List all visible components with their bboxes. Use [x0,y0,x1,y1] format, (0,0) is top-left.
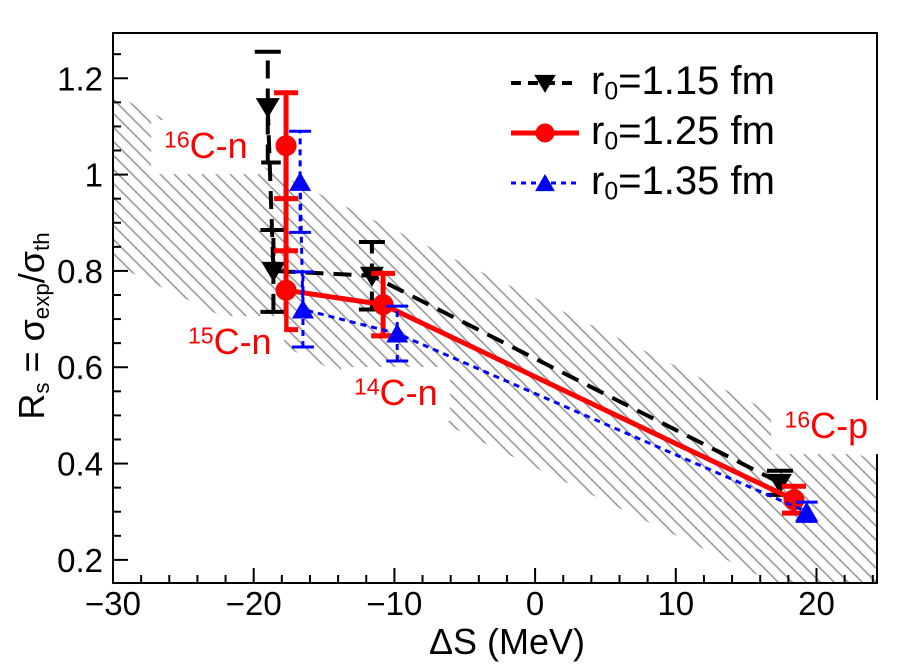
x-axis: −30 −20 −10 0 10 20 [85,568,874,622]
x-tick-label: 10 [657,585,694,622]
data-point-marker [795,501,818,521]
data-point-marker [534,74,556,93]
label-14C-n: 14C-n [340,366,451,421]
x-tick-label: −20 [226,585,282,622]
y-tick-label: 0.4 [57,446,103,483]
label-16C-p: 16C-p [771,400,882,454]
data-point-marker [535,174,555,192]
x-tick-label: 0 [526,585,544,622]
y-tick-label: 1.2 [57,60,103,97]
data-point-marker [386,323,409,343]
x-tick-label: 20 [798,585,835,622]
x-tick-label: −10 [366,585,422,622]
legend-marker--1.35-fm [511,174,579,192]
series-line [298,181,808,514]
y-tick-label: 0.6 [57,349,103,386]
y-tick-label: 0.8 [57,253,103,290]
y-tick-label: 0.2 [57,542,103,579]
label-15C-n: 15C-n [174,316,285,371]
data-point-marker [767,473,792,494]
series-line [283,145,796,502]
legend-marker--1.15-fm [511,74,579,93]
label-16C-n: 16C-n [151,120,261,175]
data-point-marker [783,489,805,511]
plot-frame [112,32,878,584]
legend-entry-r0-1.35: r0=1.35 fm [591,158,775,206]
data-point-marker [291,299,314,319]
data-point-marker [535,123,555,143]
data-point-marker [261,261,286,282]
y-axis: 0.2 0.4 0.6 0.8 1 1.2 [57,53,128,579]
legend-marker--1.25-fm [511,123,579,143]
series-r0-1.35-fm [289,129,818,523]
y-tick-label: 1 [85,157,103,194]
data-point-marker [275,279,297,301]
legend-entry-r0-1.15: r0=1.15 fm [591,58,775,106]
x-axis-title: ΔS (MeV) [428,621,586,662]
y-axis-title: Rs = σexp/σth [11,232,54,420]
data-point-marker [255,98,280,119]
series-r0-1.25-fm [274,90,806,516]
legend-entry-r0-1.25: r0=1.25 fm [591,108,775,156]
data-point-marker [372,294,394,316]
data-point-marker [289,171,312,191]
x-tick-label: −30 [85,585,141,622]
data-point-marker [275,135,297,157]
series-line [265,107,781,485]
